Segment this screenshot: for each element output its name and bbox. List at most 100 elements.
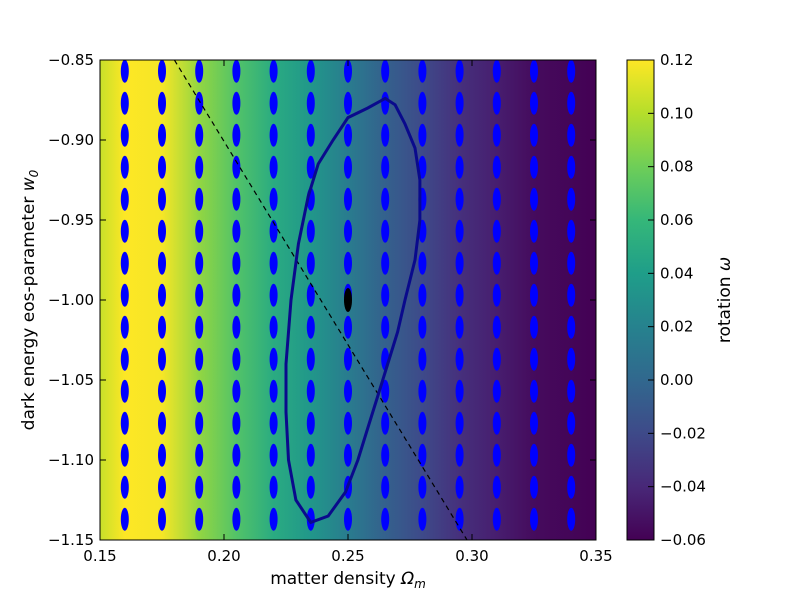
- shear-ellipse: [344, 507, 352, 531]
- colorbar-tick-label: 0.02: [660, 318, 693, 336]
- shear-ellipse: [418, 411, 427, 435]
- shear-ellipse: [455, 283, 464, 307]
- shear-ellipse: [120, 187, 129, 211]
- shear-ellipse: [492, 379, 501, 403]
- shear-ellipse: [306, 443, 315, 467]
- shear-ellipse: [232, 91, 241, 115]
- shear-ellipse: [120, 251, 129, 275]
- colorbar-tick-label: −0.06: [660, 531, 706, 549]
- shear-ellipse: [530, 475, 538, 499]
- shear-ellipse: [269, 411, 278, 435]
- shear-ellipse: [232, 283, 241, 307]
- shear-ellipse: [306, 475, 315, 499]
- fiducial-point: [344, 288, 352, 312]
- shear-ellipse: [567, 507, 576, 531]
- shear-ellipse: [158, 219, 166, 243]
- shear-ellipse: [306, 315, 315, 339]
- shear-ellipse: [530, 251, 538, 275]
- shear-ellipse: [344, 155, 352, 179]
- shear-ellipse: [455, 155, 464, 179]
- y-tick-label: −0.90: [48, 131, 94, 149]
- shear-ellipse: [232, 60, 241, 83]
- shear-ellipse: [381, 91, 390, 115]
- x-axis-ticks: 0.15 0.20 0.25 0.30 0.35: [83, 60, 613, 565]
- shear-ellipse: [306, 283, 315, 307]
- shear-ellipse: [567, 60, 576, 83]
- shear-ellipse: [120, 219, 129, 243]
- shear-ellipse: [455, 251, 464, 275]
- y-tick-label: −1.10: [48, 451, 94, 469]
- shear-ellipse: [418, 315, 427, 339]
- shear-ellipse: [269, 315, 278, 339]
- shear-ellipse: [306, 123, 315, 147]
- shear-ellipse: [492, 123, 501, 147]
- x-tick-label: 0.30: [455, 547, 488, 565]
- shear-ellipse: [418, 347, 427, 371]
- shear-ellipse: [120, 155, 129, 179]
- shear-ellipse: [269, 379, 278, 403]
- shear-ellipse: [455, 91, 464, 115]
- shear-ellipse: [120, 507, 129, 531]
- shear-ellipse: [492, 283, 501, 307]
- shear-ellipse: [306, 411, 315, 435]
- shear-ellipse: [306, 379, 315, 403]
- shear-ellipse: [418, 91, 427, 115]
- shear-ellipse: [381, 60, 390, 83]
- shear-ellipse: [306, 91, 315, 115]
- shear-ellipse: [492, 475, 501, 499]
- shear-ellipse: [381, 123, 390, 147]
- shear-ellipse: [306, 155, 315, 179]
- shear-ellipse: [269, 155, 278, 179]
- shear-ellipse: [455, 379, 464, 403]
- shear-ellipse: [269, 123, 278, 147]
- shear-ellipse: [567, 123, 576, 147]
- colorbar-tick-label: 0.00: [660, 371, 693, 389]
- y-tick-label: −1.00: [48, 291, 94, 309]
- shear-ellipse: [418, 155, 427, 179]
- shear-ellipse: [530, 283, 538, 307]
- shear-ellipse: [418, 443, 427, 467]
- shear-ellipse: [269, 475, 278, 499]
- shear-ellipse: [195, 475, 204, 499]
- shear-ellipse: [232, 315, 241, 339]
- x-tick-label: 0.35: [579, 547, 612, 565]
- shear-ellipse: [530, 91, 538, 115]
- shear-ellipse: [344, 251, 352, 275]
- shear-ellipse: [158, 315, 166, 339]
- shear-ellipse: [120, 379, 129, 403]
- shear-ellipse: [530, 219, 538, 243]
- shear-ellipse: [381, 475, 390, 499]
- shear-ellipse: [418, 283, 427, 307]
- shear-ellipse: [195, 315, 204, 339]
- shear-ellipse: [567, 379, 576, 403]
- shear-ellipse: [567, 347, 576, 371]
- shear-ellipse: [269, 283, 278, 307]
- shear-ellipse: [232, 251, 241, 275]
- shear-ellipse: [344, 91, 352, 115]
- shear-ellipse: [455, 123, 464, 147]
- shear-ellipse: [195, 155, 204, 179]
- shear-ellipse: [195, 251, 204, 275]
- shear-ellipse: [530, 379, 538, 403]
- shear-ellipse: [567, 219, 576, 243]
- shear-ellipse: [530, 155, 538, 179]
- shear-ellipse: [158, 347, 166, 371]
- shear-ellipse: [195, 411, 204, 435]
- shear-ellipse: [344, 347, 352, 371]
- shear-ellipse: [381, 379, 390, 403]
- y-axis-ticks: −0.85 −0.90 −0.95 −1.00 −1.05 −1.10 −1.15: [48, 51, 596, 549]
- shear-ellipse: [492, 315, 501, 339]
- shear-ellipse: [455, 347, 464, 371]
- shear-ellipse: [306, 60, 315, 83]
- shear-ellipse: [492, 347, 501, 371]
- shear-ellipse: [232, 507, 241, 531]
- shear-ellipse: [195, 507, 204, 531]
- shear-ellipse: [120, 443, 129, 467]
- colorbar: [626, 59, 655, 541]
- shear-ellipse: [232, 155, 241, 179]
- shear-ellipse: [381, 155, 390, 179]
- colorbar-tick-label: 0.10: [660, 104, 693, 122]
- shear-ellipse: [158, 91, 166, 115]
- shear-ellipse: [344, 315, 352, 339]
